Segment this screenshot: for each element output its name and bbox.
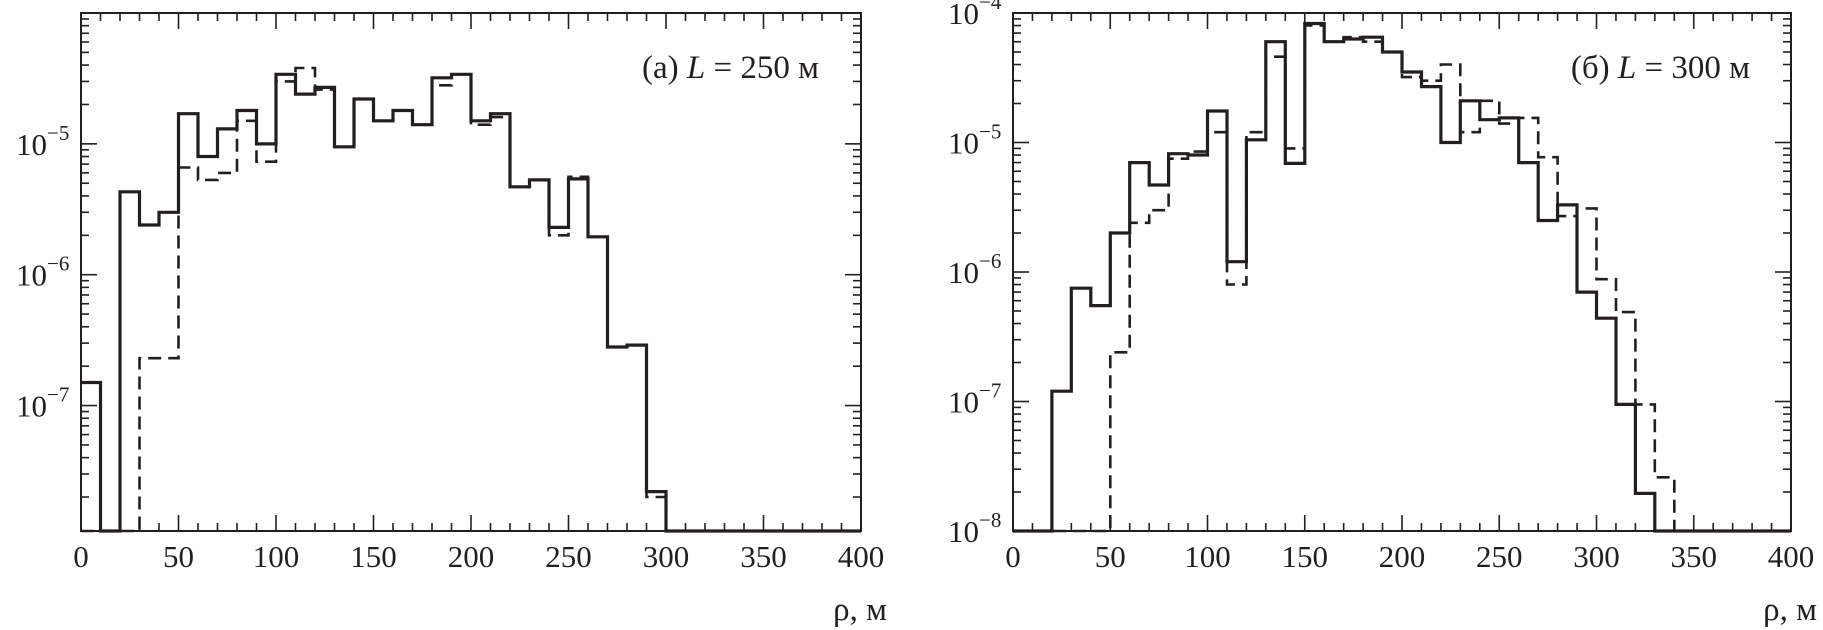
panel-a-x-axis-title: ρ, м [833, 592, 887, 628]
panel-b-y-tick-label: 10 [948, 385, 979, 420]
panel-a-series-solid [81, 72, 861, 533]
panel-a-y-tick-label: 10 [16, 389, 47, 424]
panel-b-x-tick-label: 100 [1184, 539, 1231, 574]
panel-b-y-tick-exponent: −4 [979, 0, 1002, 14]
panel-b-label: (б) L = 300 м [1571, 50, 1750, 86]
panel-b-y-ticks: 10−810−710−610−510−4 [948, 0, 1791, 549]
panel-a-label: (а) L = 250 м [642, 50, 819, 86]
panel-a-y-tick-label: 10 [16, 127, 47, 162]
panel-a-series-dashed [81, 66, 861, 533]
panel-a-x-tick-label: 150 [350, 539, 397, 574]
panel-a-y-ticks: 10−710−610−5 [16, 12, 861, 498]
panel-a-y-tick-exponent: −7 [47, 383, 69, 407]
panel-b-x-tick-label: 250 [1476, 539, 1523, 574]
panel-b-y-tick-exponent: −6 [979, 249, 1001, 273]
panel-b-x-tick-label: 350 [1671, 539, 1718, 574]
panel-b-x-ticks: 0 50 100 150 200 250 300 350 400 [1005, 13, 1814, 574]
panel-a-y-tick-exponent: −6 [47, 252, 69, 276]
panel-b-y-tick-label: 10 [948, 255, 979, 290]
panel-b-series-dashed [1013, 24, 1791, 533]
panel-b-y-tick-label: 10 [948, 126, 979, 161]
panel-a: 0 50 100 150 200 250 300 350 400 10−710−610−5 (а… [16, 12, 887, 628]
panel-a-label-rest: = 250 м [705, 50, 819, 86]
panel-a-x-ticks: 0 50 100 150 200 250 300 350 400 [73, 13, 884, 574]
panel-b-x-tick-label: 400 [1768, 539, 1815, 574]
panel-b-label-prefix: (б) [1571, 50, 1618, 86]
panel-b-x-axis-title: ρ, м [1763, 592, 1817, 628]
panel-a-x-tick-label: 400 [838, 539, 885, 574]
panel-a-x-tick-label: 300 [643, 539, 690, 574]
panel-a-x-tick-label: 50 [163, 539, 194, 574]
panel-b-y-tick-exponent: −5 [979, 120, 1001, 144]
panel-b-series [1013, 21, 1791, 533]
panel-b-x-tick-label: 300 [1573, 539, 1620, 574]
panel-b-frame [1012, 12, 1792, 532]
panel-b-y-tick-exponent: −8 [979, 508, 1001, 532]
panel-a-series [81, 66, 861, 533]
panel-a-y-tick-exponent: −5 [47, 121, 69, 145]
panel-a-x-tick-label: 100 [253, 539, 300, 574]
panel-b-y-tick-exponent: −7 [979, 379, 1001, 403]
panel-b-x-tick-label: 150 [1282, 539, 1329, 574]
panel-b-x-tick-label: 0 [1005, 539, 1021, 574]
panel-a-x-tick-label: 200 [448, 539, 495, 574]
panel-b-label-rest: = 300 м [1636, 50, 1750, 86]
panel-b-series-solid [1013, 21, 1791, 533]
panel-b-x-tick-label: 50 [1095, 539, 1126, 574]
panel-b-y-tick-label: 10 [948, 514, 979, 549]
panel-a-x-tick-label: 350 [740, 539, 787, 574]
panel-a-y-tick-label: 10 [16, 258, 47, 293]
panel-a-label-var: L [686, 50, 705, 86]
panel-a-label-prefix: (а) [642, 50, 687, 86]
panel-b-y-tick-label: 10 [948, 0, 979, 31]
panel-a-x-tick-label: 0 [73, 539, 89, 574]
panel-b: 0 50 100 150 200 250 300 350 400 10−810−710 −610−… [948, 0, 1817, 628]
panel-a-x-tick-label: 250 [545, 539, 592, 574]
panel-b-x-tick-label: 200 [1379, 539, 1426, 574]
panel-b-label-var: L [1617, 50, 1636, 86]
